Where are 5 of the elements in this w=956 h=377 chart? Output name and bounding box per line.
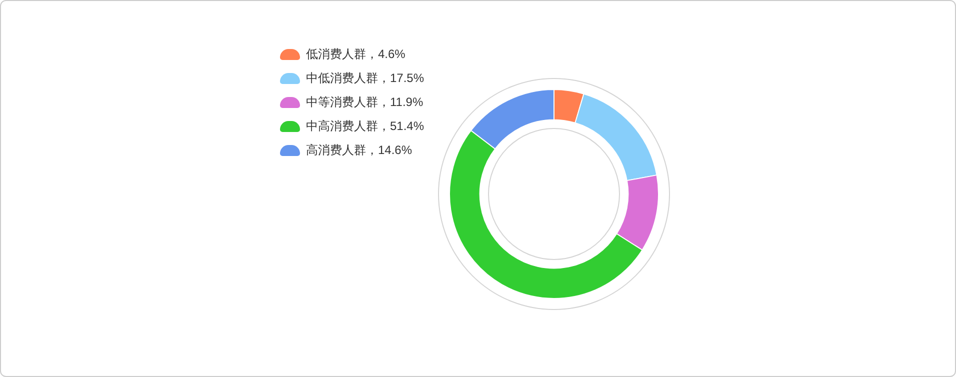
legend-label: 高消费人群，14.6% (306, 142, 412, 158)
legend-label: 低消费人群，4.6% (306, 46, 406, 62)
legend-label: 中等消费人群，11.9% (306, 94, 424, 110)
legend-label: 中高消费人群，51.4% (306, 118, 424, 134)
legend-label: 中低消费人群，17.5% (306, 70, 424, 86)
